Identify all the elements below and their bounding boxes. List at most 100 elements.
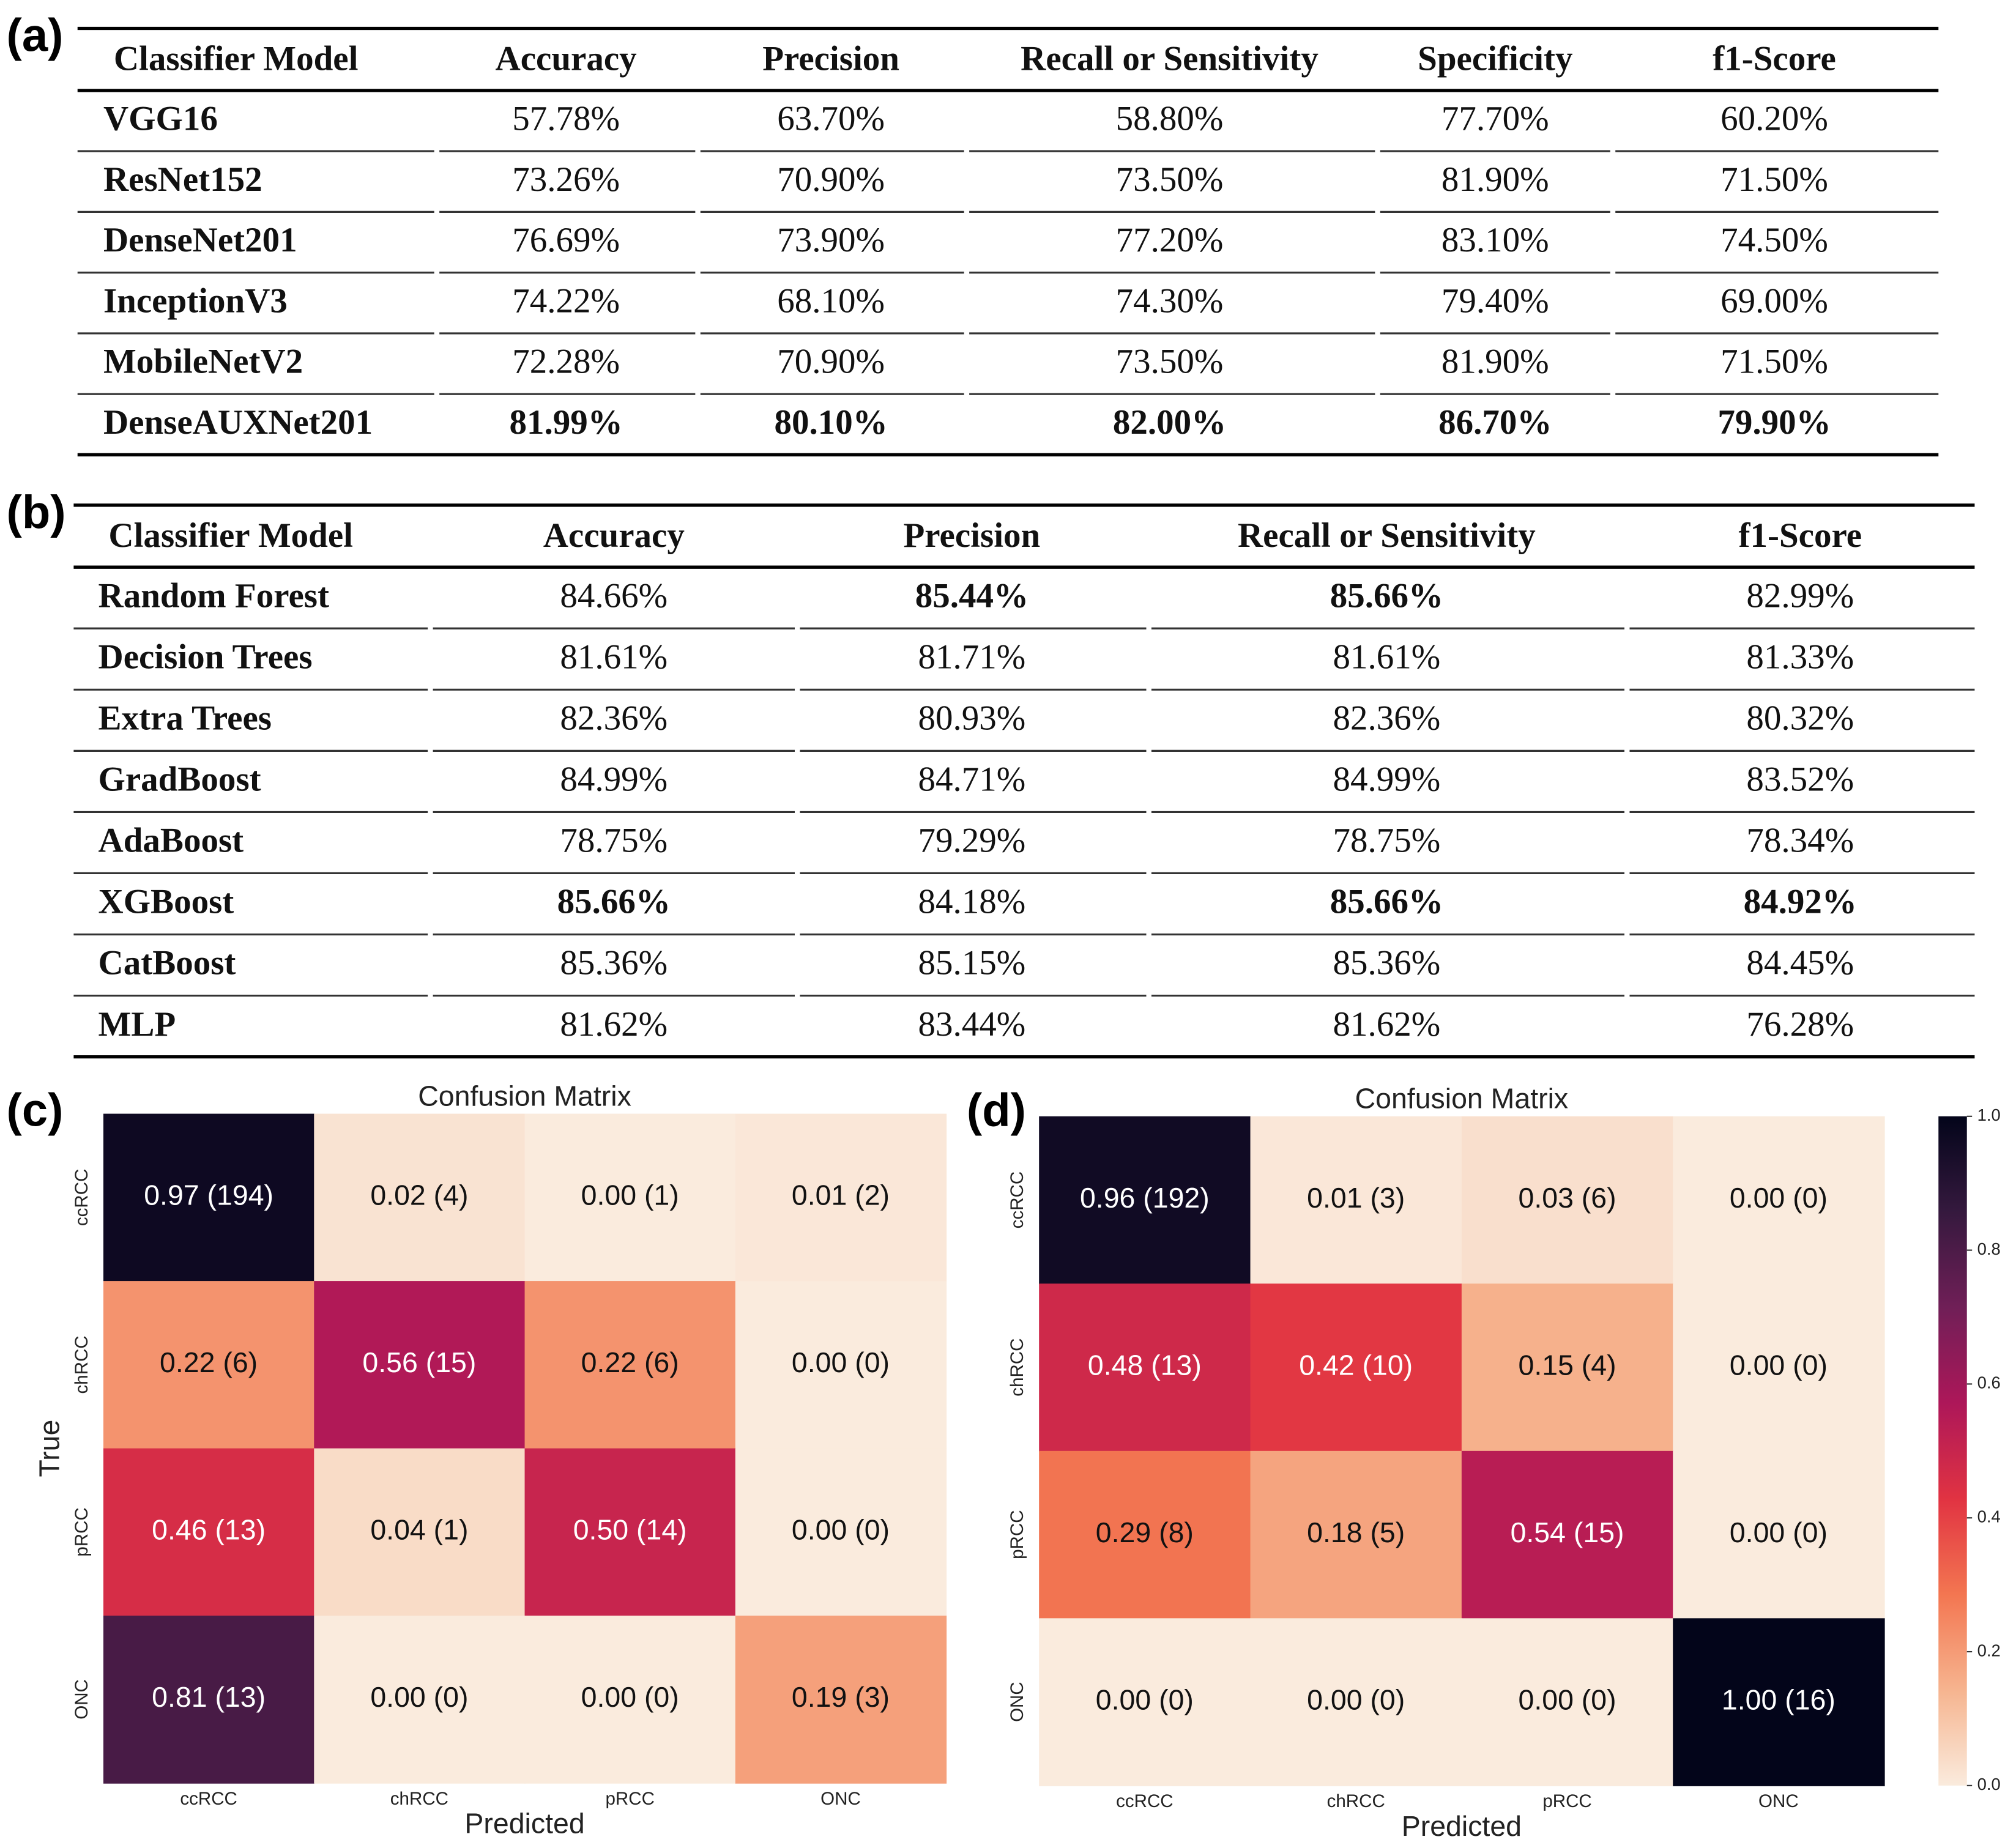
cell-value: 73.90% xyxy=(777,221,885,259)
heatmap-cell xyxy=(1250,1450,1462,1619)
row-label: DenseNet201 xyxy=(103,221,297,259)
cell-value: 82.36% xyxy=(1333,699,1440,738)
x-tick-label: ONC xyxy=(1758,1791,1799,1811)
cell-value: 82.36% xyxy=(560,699,668,738)
colorbar xyxy=(1938,1116,1967,1786)
heatmap-cell xyxy=(314,1616,526,1784)
panel-label: (d) xyxy=(967,1085,1026,1137)
cell-value: 60.20% xyxy=(1720,100,1828,138)
cell-label: 0.00 (0) xyxy=(792,1346,890,1378)
y-tick-label: ccRCC xyxy=(1007,1171,1027,1229)
cell-value: 81.61% xyxy=(560,637,668,676)
cell-value: 81.99% xyxy=(509,403,622,442)
cell-value: 76.28% xyxy=(1746,1005,1854,1044)
column-header: Classifier Model xyxy=(108,516,353,555)
y-tick-label: pRCC xyxy=(72,1507,92,1556)
cell-label: 0.48 (13) xyxy=(1088,1349,1202,1381)
cell-label: 0.22 (6) xyxy=(160,1346,258,1378)
cell-value: 81.90% xyxy=(1441,343,1549,381)
heatmap-cell xyxy=(524,1113,736,1282)
cell-label: 0.56 (15) xyxy=(362,1346,476,1378)
row-label: VGG16 xyxy=(103,100,218,138)
cell-value: 85.36% xyxy=(560,944,668,982)
chart-title: Confusion Matrix xyxy=(1355,1083,1569,1115)
cell-value: 77.70% xyxy=(1441,100,1549,138)
cell-label: 1.00 (16) xyxy=(1722,1684,1836,1715)
cell-value: 57.78% xyxy=(512,100,620,138)
cell-value: 84.99% xyxy=(1333,760,1440,799)
cell-value: 69.00% xyxy=(1720,281,1828,320)
cell-value: 85.36% xyxy=(1333,944,1440,982)
heatmap-cell xyxy=(1250,1283,1462,1452)
cell-value: 80.93% xyxy=(918,699,1025,738)
cell-value: 79.29% xyxy=(918,822,1025,860)
column-header: Recall or Sensitivity xyxy=(1021,39,1319,78)
chart-title: Confusion Matrix xyxy=(418,1080,631,1112)
cell-label: 0.03 (6) xyxy=(1518,1182,1616,1214)
x-tick-label: ccRCC xyxy=(180,1789,237,1809)
cell-label: 0.00 (0) xyxy=(1518,1684,1616,1715)
cell-value: 85.44% xyxy=(915,576,1028,615)
heatmap-cell xyxy=(103,1616,315,1784)
colorbar-tick-label: 0.2 xyxy=(1977,1641,2001,1660)
cell-value: 84.45% xyxy=(1746,944,1854,982)
colorbar-tick-label: 0.6 xyxy=(1977,1373,2001,1392)
cell-value: 81.62% xyxy=(560,1005,668,1044)
heatmap-cell xyxy=(1461,1116,1674,1285)
heatmap-cell xyxy=(103,1281,315,1449)
heatmap-cell xyxy=(1250,1618,1462,1786)
y-tick-label: ONC xyxy=(1007,1682,1027,1722)
row-label: MLP xyxy=(99,1005,176,1044)
cell-value: 71.50% xyxy=(1720,160,1828,199)
cell-value: 79.40% xyxy=(1441,281,1549,320)
cell-value: 80.10% xyxy=(774,403,887,442)
cell-value: 81.33% xyxy=(1746,637,1854,676)
cell-value: 81.71% xyxy=(918,637,1025,676)
cell-label: 0.18 (5) xyxy=(1307,1516,1405,1548)
column-header: Precision xyxy=(762,39,899,78)
cell-value: 85.66% xyxy=(1330,576,1443,615)
cell-value: 84.92% xyxy=(1744,883,1857,921)
row-label: Random Forest xyxy=(99,576,329,615)
column-header: Accuracy xyxy=(496,39,637,78)
x-axis-label: Predicted xyxy=(1402,1810,1522,1842)
cell-label: 0.42 (10) xyxy=(1299,1349,1413,1381)
row-label: Extra Trees xyxy=(99,699,272,738)
y-axis-label: True xyxy=(34,1420,65,1477)
cell-value: 70.90% xyxy=(777,160,885,199)
cell-value: 58.80% xyxy=(1116,100,1224,138)
cell-label: 0.01 (3) xyxy=(1307,1182,1405,1214)
row-label: XGBoost xyxy=(99,883,234,921)
heatmap-cell xyxy=(524,1616,736,1784)
heatmap-cell xyxy=(735,1281,947,1449)
heatmap-cell xyxy=(1250,1116,1462,1285)
colorbar-tick-label: 0.4 xyxy=(1977,1507,2001,1526)
cell-value: 76.69% xyxy=(512,221,620,259)
heatmap-cell xyxy=(524,1281,736,1449)
colorbar-tick-label: 0.0 xyxy=(1977,1775,2001,1794)
cell-value: 81.61% xyxy=(1333,637,1440,676)
cell-label: 0.29 (8) xyxy=(1096,1516,1194,1548)
column-header: Classifier Model xyxy=(114,39,359,78)
cell-value: 84.66% xyxy=(560,576,668,615)
cell-label: 0.00 (0) xyxy=(1307,1684,1405,1715)
cell-value: 85.15% xyxy=(918,944,1025,982)
cell-value: 72.28% xyxy=(512,343,620,381)
x-axis-label: Predicted xyxy=(464,1808,584,1839)
colorbar-tick-label: 0.8 xyxy=(1977,1239,2001,1258)
cell-value: 81.90% xyxy=(1441,160,1549,199)
row-label: ResNet152 xyxy=(103,160,262,199)
cell-label: 0.97 (194) xyxy=(144,1179,273,1211)
heatmap-cell xyxy=(314,1281,526,1449)
cell-label: 0.00 (0) xyxy=(1730,1182,1828,1214)
cell-label: 0.01 (2) xyxy=(792,1179,890,1211)
row-label: MobileNetV2 xyxy=(103,343,303,381)
cell-label: 0.02 (4) xyxy=(370,1179,468,1211)
cell-label: 0.50 (14) xyxy=(573,1514,687,1546)
cell-value: 84.99% xyxy=(560,760,668,799)
heatmap-cell xyxy=(314,1113,526,1282)
cell-value: 74.22% xyxy=(512,281,620,320)
column-header: Accuracy xyxy=(543,516,685,555)
y-tick-label: pRCC xyxy=(1007,1510,1027,1559)
